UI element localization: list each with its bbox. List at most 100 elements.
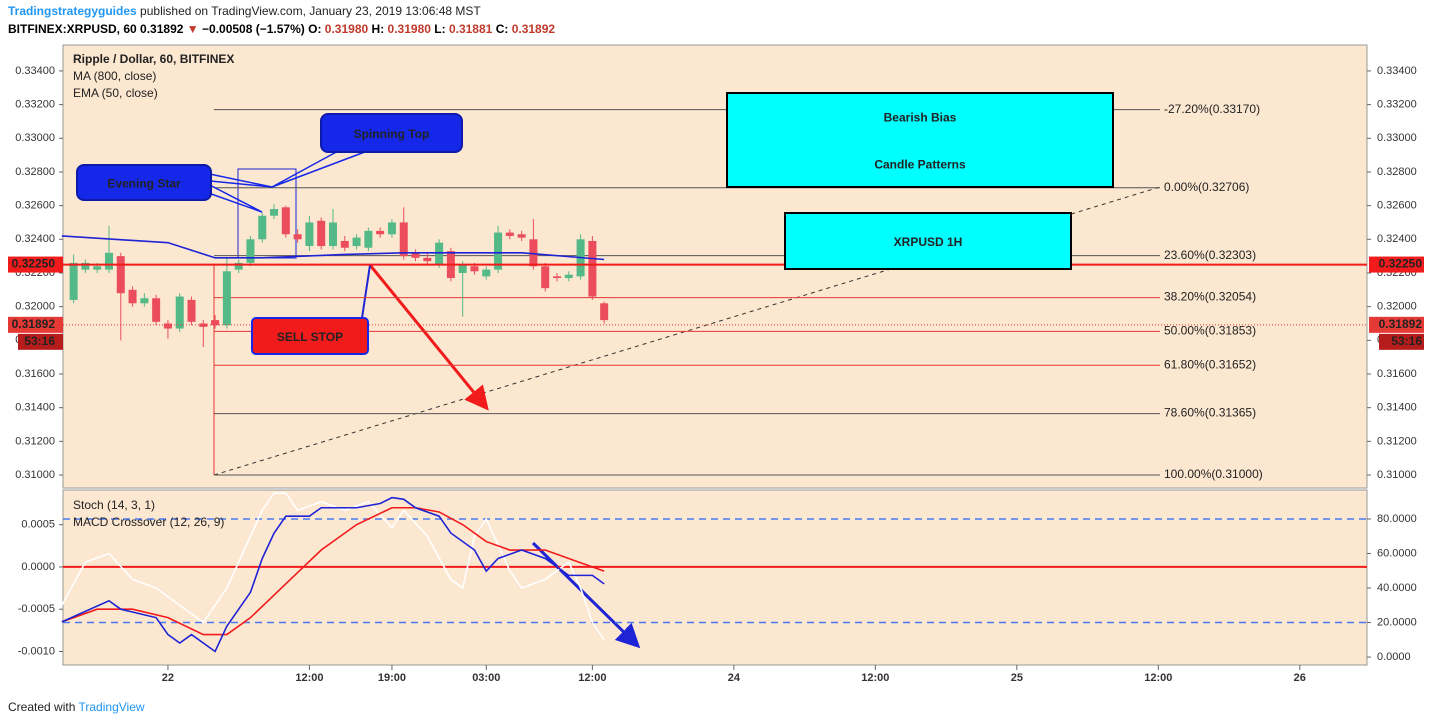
y-tick-label: -0.0005 — [18, 603, 55, 615]
indicator-line — [61, 496, 605, 653]
candle-body — [340, 240, 349, 248]
annotation-text: Candle Patterns — [874, 158, 966, 172]
quote-item: L: — [434, 22, 445, 36]
y-tick-label: 0.32000 — [15, 301, 55, 313]
y2-tick-label: 40.0000 — [1377, 582, 1417, 594]
footer: Created with TradingView — [8, 700, 145, 714]
y-tick-label: 0.31000 — [15, 469, 55, 481]
y-tick-label: 0.32400 — [15, 233, 55, 245]
price-tag — [1369, 256, 1424, 273]
candle-body — [104, 252, 113, 270]
x-tick-label: 24 — [728, 672, 741, 684]
candle-body — [458, 264, 467, 273]
indicator-line — [61, 492, 605, 641]
candle-body — [600, 303, 609, 321]
published: published on TradingView.com, January 23… — [140, 4, 481, 18]
y-tick-label: 0.32000 — [1377, 301, 1417, 313]
candle-body — [564, 274, 573, 279]
fib-label: 100.00%(0.31000) — [1164, 467, 1263, 481]
candle-body — [376, 230, 385, 235]
candle-body — [435, 242, 444, 265]
candle-body — [128, 289, 137, 304]
y-tick-label: 0.33400 — [1377, 65, 1417, 77]
candle-body — [470, 266, 479, 272]
candle-body — [140, 298, 149, 304]
fib-label: 23.60%(0.32303) — [1164, 248, 1256, 262]
quote-item: H: — [372, 22, 385, 36]
author: Tradingstrategyguides — [8, 4, 137, 18]
y-tick-label: 0.33000 — [1377, 132, 1417, 144]
quote-item: C: — [496, 22, 509, 36]
quote-item: ▼ — [187, 22, 199, 36]
legend-entry: EMA (50, close) — [73, 86, 158, 100]
annotation-text: Evening Star — [107, 177, 181, 191]
candle-body — [187, 299, 196, 322]
candle-body — [529, 239, 538, 267]
price-tag — [8, 256, 63, 273]
fib-label: 0.00%(0.32706) — [1164, 180, 1249, 194]
ma-line — [61, 235, 605, 261]
quote-item: 0.31892 — [140, 22, 184, 36]
quote-item: 0.31980 — [325, 22, 369, 36]
candle-body — [553, 276, 562, 279]
fib-label: 78.60%(0.31365) — [1164, 406, 1256, 420]
main-pane — [62, 44, 1368, 489]
quote-item: 0.31980 — [388, 22, 432, 36]
price-tag-label: 0.32250 — [1379, 257, 1423, 271]
y2-tick-label: 20.0000 — [1377, 616, 1417, 628]
y-tick-label: 0.33000 — [15, 132, 55, 144]
quote-item: O: — [308, 22, 321, 36]
annotation-text: Spinning Top — [354, 127, 430, 141]
candle-body — [234, 262, 243, 270]
candle-body — [328, 222, 337, 247]
candle-body — [81, 262, 90, 270]
y-tick-label: 0.31400 — [1377, 402, 1417, 414]
candle-body — [423, 257, 432, 262]
candle-body — [364, 230, 373, 248]
quote-item: 0.31881 — [449, 22, 493, 36]
y-tick-label: 0.0005 — [21, 519, 55, 531]
candle-body — [152, 298, 161, 322]
x-tick-label: 03:00 — [472, 672, 500, 684]
candle-body — [163, 323, 172, 329]
candle-body — [116, 256, 125, 294]
x-tick-label: 25 — [1011, 672, 1023, 684]
annotation-box — [251, 317, 369, 355]
candle-body — [258, 215, 267, 240]
candle-body — [411, 252, 420, 258]
x-tick-label: 22 — [162, 672, 174, 684]
countdown-tag — [18, 333, 63, 350]
annotation-box — [784, 212, 1072, 270]
candle-body — [222, 271, 231, 326]
y-tick-label: 0.33200 — [15, 99, 55, 111]
candle-body — [517, 234, 526, 238]
y-tick-label: 0.31400 — [15, 402, 55, 414]
y-tick-label: 0.31200 — [15, 435, 55, 447]
candle-body — [387, 222, 396, 235]
candle-body — [293, 234, 302, 240]
fib-label: 38.20%(0.32054) — [1164, 290, 1256, 304]
y-tick-label: 0.31600 — [15, 368, 55, 380]
quote-item: 0.31892 — [512, 22, 556, 36]
candle-body — [482, 269, 491, 277]
header: Tradingstrategyguides published on Tradi… — [8, 4, 481, 18]
countdown: 53:16 — [1391, 334, 1422, 348]
y-tick-label: 0.32400 — [1377, 233, 1417, 245]
sell-arrow — [368, 264, 489, 411]
annotation-text: Bearish Bias — [884, 111, 957, 125]
candle-body — [352, 237, 361, 247]
countdown-tag — [1379, 333, 1424, 350]
fib-label: 61.80%(0.31652) — [1164, 357, 1256, 371]
candle-body — [246, 239, 255, 263]
y-tick-label: 0.32600 — [1377, 200, 1417, 212]
annotation-text: SELL STOP — [277, 330, 343, 344]
candle-body — [588, 240, 597, 297]
candle-body — [317, 220, 326, 247]
countdown: 53:16 — [24, 334, 55, 348]
quote-item: −0.00508 (−1.57%) — [202, 22, 305, 36]
annotation-box — [726, 92, 1114, 188]
y-tick-label: 0.33400 — [15, 65, 55, 77]
indicator-pane — [62, 489, 1368, 666]
candle-body — [399, 222, 408, 257]
y-tick-label: 0.31000 — [1377, 469, 1417, 481]
